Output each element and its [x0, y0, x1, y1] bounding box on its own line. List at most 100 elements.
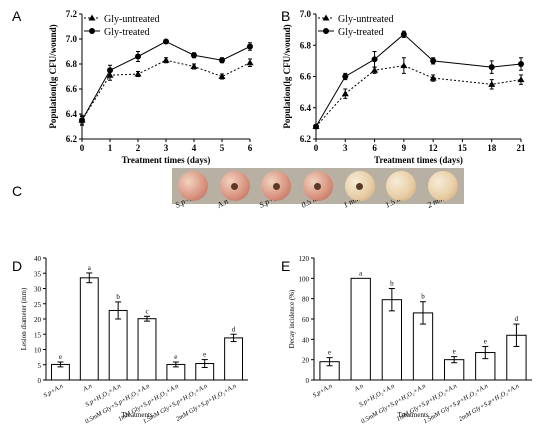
data-point	[371, 56, 378, 63]
data-point	[162, 56, 170, 63]
apple-photo-strip	[172, 168, 464, 204]
x-tick-label: 1	[108, 143, 113, 153]
data-point	[247, 43, 253, 50]
legend-label: Gly-untreated	[104, 14, 160, 25]
data-point	[219, 57, 225, 64]
y-tick-label: 20	[302, 357, 310, 365]
y-axis-label: Lesion diameter (mm)	[20, 287, 28, 350]
y-tick-label: 60	[302, 316, 310, 324]
photo-label: A.n	[215, 200, 230, 210]
x-tick-label: 18	[487, 143, 497, 153]
x-tick-label: 6	[248, 143, 253, 153]
x-tick-label: 2	[136, 143, 141, 153]
x-tick-label: 5	[220, 143, 225, 153]
y-tick-label: 7.0	[300, 9, 312, 19]
apple-photo	[177, 171, 208, 201]
y-axis-label: Decay incidence (%)	[288, 289, 296, 348]
data-point	[163, 38, 169, 45]
x-axis-label: Treatments	[121, 411, 153, 419]
y-axis-label: Population(lg CFU/wound)	[282, 24, 292, 128]
x-axis-label: Treatments	[397, 411, 429, 419]
significance-letter: e	[453, 348, 456, 356]
apple-photo	[219, 171, 250, 201]
y-tick-label: 6.2	[300, 134, 312, 144]
chart-b-population-long-term: 6.2 6.4 6.6 6.8 7.0 0 3 6 9 12 15 18 21 Treatment tim…	[282, 9, 527, 165]
y-tick-label: 6.8	[66, 59, 78, 69]
y-tick-label: 6.6	[66, 84, 78, 94]
y-tick-label: 25	[34, 301, 42, 309]
x-tick-label: 6	[372, 143, 377, 153]
y-tick-label: 5	[38, 362, 42, 370]
significance-letter: a	[359, 269, 363, 277]
significance-letter: e	[328, 349, 331, 357]
apple-photo	[428, 171, 459, 201]
significance-letter: e	[174, 353, 177, 361]
panel-letter-c: C	[12, 183, 23, 199]
y-tick-label: 7.2	[66, 9, 78, 19]
y-tick-label: 7.0	[66, 34, 78, 44]
chart-e-decay-incidence: 0 20 40 60 80 100 120 Decay incidence (%) e S.p+A…	[288, 255, 532, 425]
legend-label: Gly-treated	[104, 27, 150, 38]
data-point	[79, 117, 85, 124]
chart-a-population-short-term: 6.2 6.4 6.6 6.8 7.0 7.2 0 1 2 3 4 5 6 Treatment times…	[48, 9, 254, 165]
x-tick-label: 12	[429, 143, 439, 153]
x-tick-label: 0	[314, 143, 319, 153]
significance-letter: b	[116, 293, 120, 301]
data-point	[107, 67, 113, 74]
y-tick-label: 80	[302, 296, 310, 304]
significance-letter: e	[484, 337, 487, 345]
y-tick-label: 6.6	[300, 72, 312, 82]
photo-label: S.p+A.n	[174, 200, 201, 210]
y-tick-label: 40	[302, 336, 310, 344]
x-tick-label: 3	[164, 143, 169, 153]
y-tick-label: 120	[299, 255, 310, 263]
photo-label: S.p+H₂O₂+A.n	[258, 200, 305, 210]
apple-photo	[261, 171, 292, 201]
y-axis-label: Population(lg CFU/wound)	[48, 24, 58, 128]
bar	[350, 277, 371, 381]
bar	[137, 318, 157, 381]
legend-marker	[89, 28, 95, 34]
y-tick-label: 0	[38, 377, 42, 385]
x-tick-label: 0	[80, 143, 85, 153]
data-point	[191, 52, 197, 59]
significance-letter: d	[232, 325, 236, 333]
legend-label: Gly-untreated	[338, 14, 394, 25]
panel-letter-b: B	[281, 8, 291, 24]
legend-marker	[88, 14, 96, 21]
y-tick-label: 6.8	[300, 40, 312, 50]
significance-letter: b	[390, 280, 394, 288]
legend-label: Gly-treated	[338, 27, 384, 38]
y-tick-label: 0	[306, 377, 310, 385]
x-axis-label: Treatment times (days)	[374, 155, 463, 165]
y-tick-label: 15	[34, 331, 42, 339]
category-label: S.p+A.n	[42, 383, 64, 400]
y-tick-label: 35	[34, 270, 42, 278]
apple-photo	[344, 171, 375, 201]
series-line	[315, 33, 522, 127]
x-tick-label: 4	[192, 143, 197, 153]
data-point	[517, 76, 525, 83]
significance-letter: c	[145, 307, 148, 315]
significance-letter: b	[421, 293, 425, 301]
data-point	[246, 59, 254, 66]
bar	[381, 299, 403, 381]
data-point	[190, 63, 198, 69]
x-tick-label: 15	[458, 143, 468, 153]
significance-letter: e	[203, 351, 206, 359]
panel-letter-a: A	[12, 8, 22, 24]
data-point	[430, 57, 437, 64]
panel-letter-d: D	[12, 258, 23, 274]
x-tick-label: 21	[517, 143, 527, 153]
x-tick-label: 3	[343, 143, 348, 153]
bar	[108, 309, 128, 381]
data-point	[313, 123, 319, 130]
data-point	[400, 31, 407, 38]
apple-photo	[302, 171, 333, 201]
category-label: S.p+A.n	[312, 383, 334, 400]
data-point	[429, 74, 437, 81]
category-label: A.n	[353, 383, 365, 394]
y-tick-label: 6.4	[300, 103, 312, 113]
significance-letter: a	[88, 264, 92, 272]
series-line	[81, 40, 251, 121]
